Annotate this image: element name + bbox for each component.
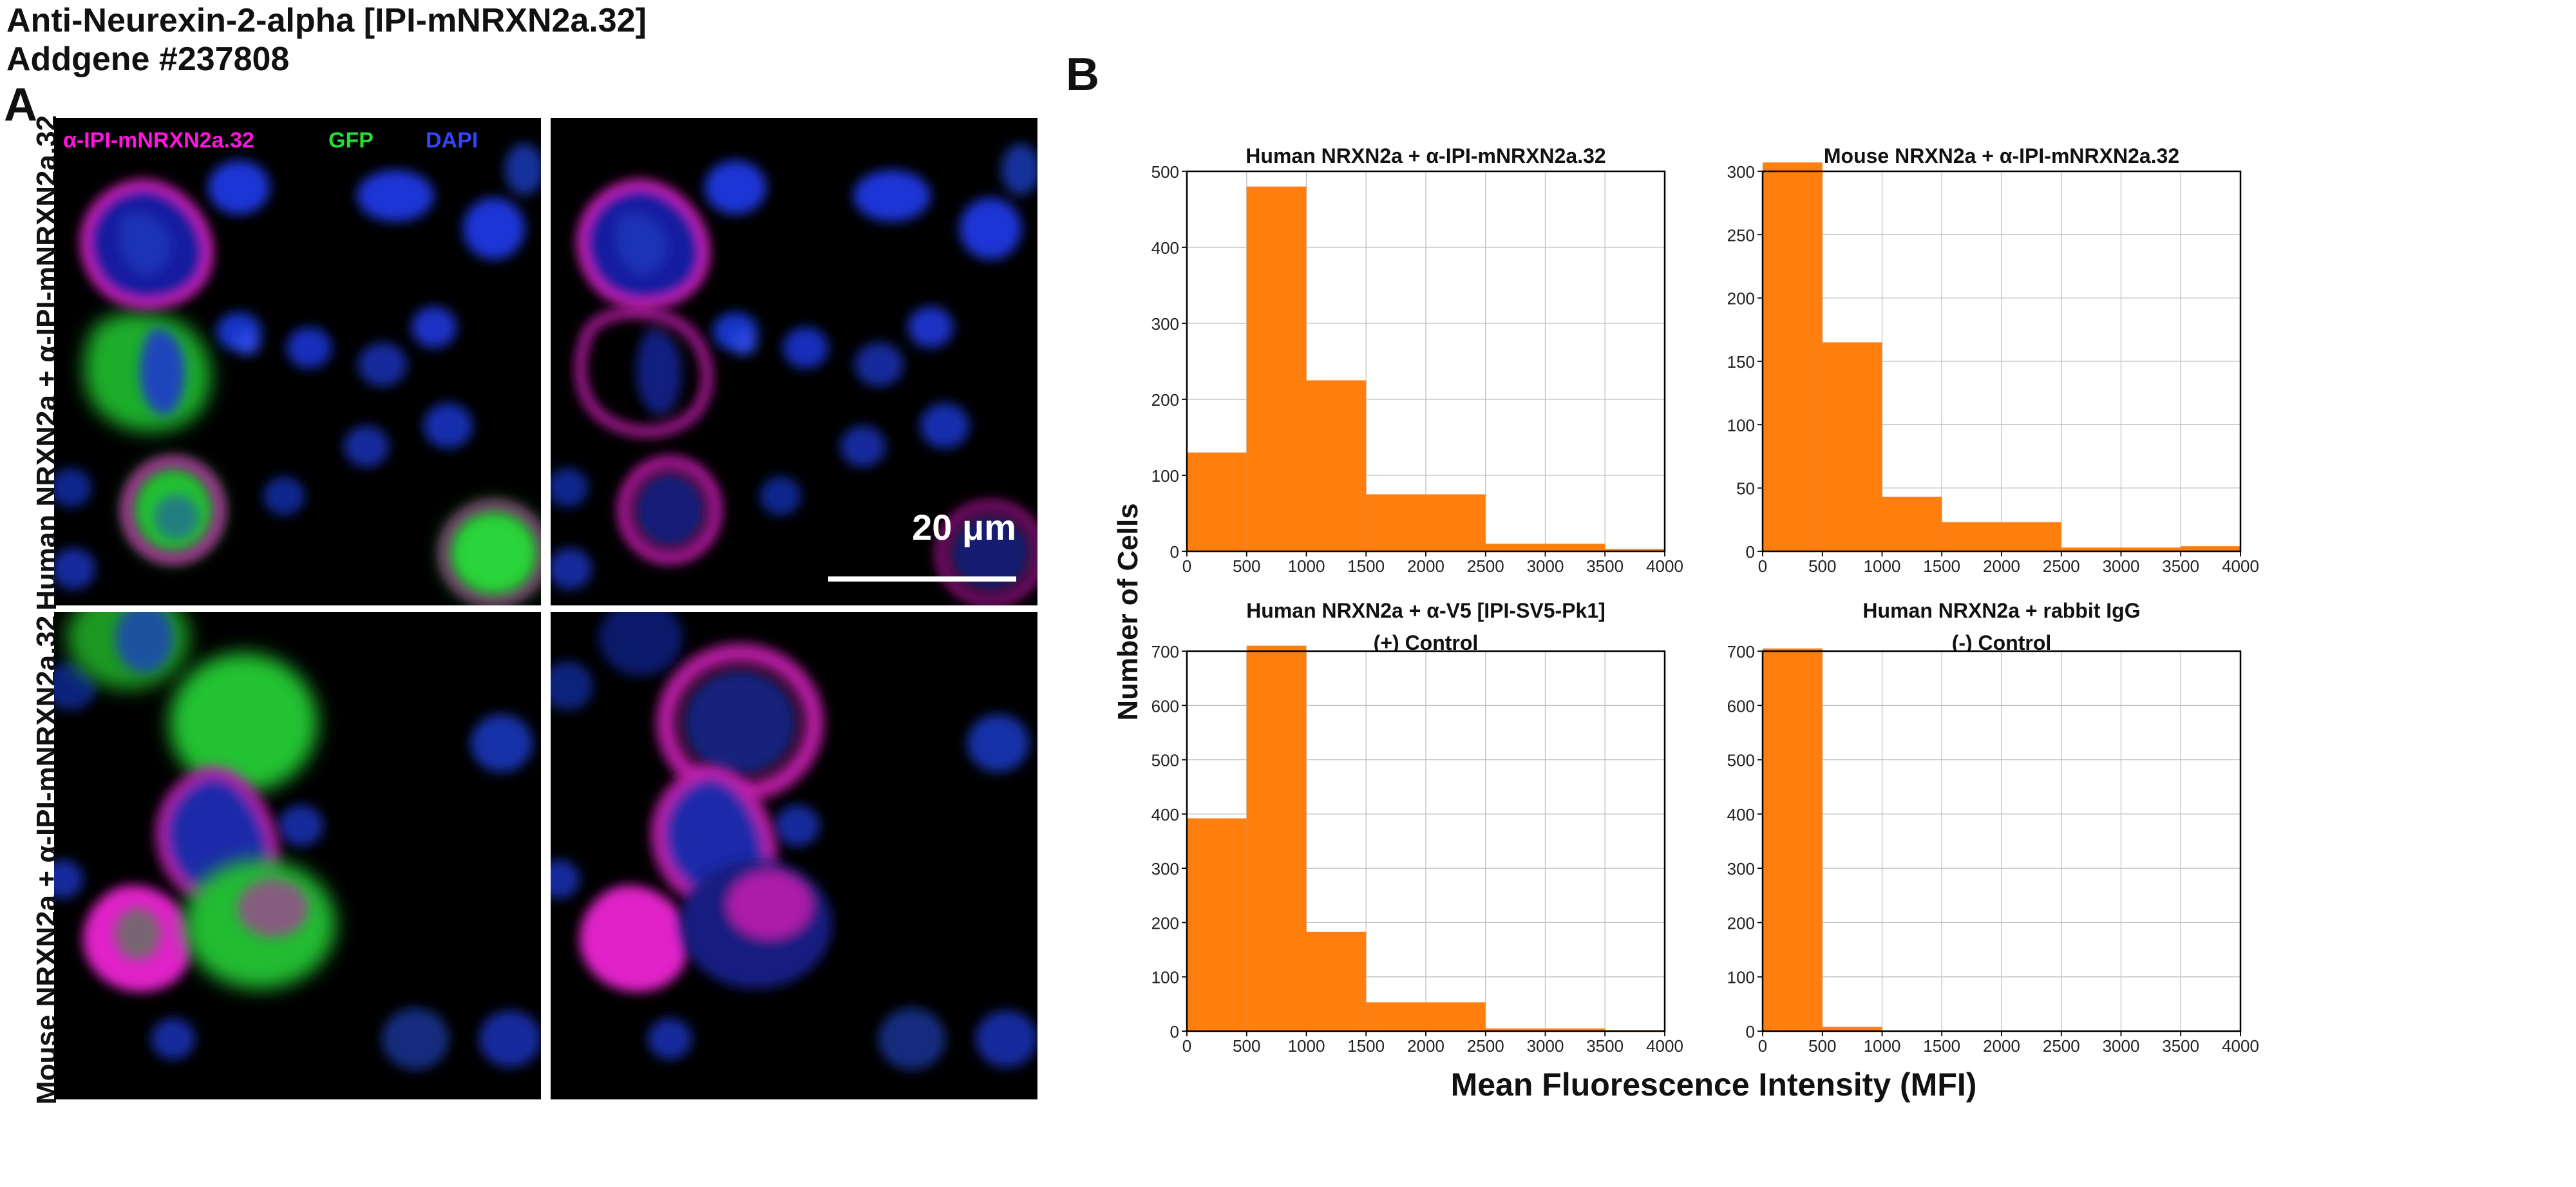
svg-text:0: 0 [1170,542,1179,562]
svg-text:700: 700 [1151,642,1179,661]
svg-text:200: 200 [1727,913,1755,933]
svg-text:500: 500 [1233,556,1260,576]
svg-text:0: 0 [1182,556,1191,576]
svg-text:100: 100 [1151,466,1179,486]
svg-text:300: 300 [1727,162,1755,182]
svg-text:3000: 3000 [1527,556,1564,576]
svg-text:2500: 2500 [1467,556,1504,576]
svg-text:1500: 1500 [1347,556,1385,576]
svg-text:2000: 2000 [1407,1036,1444,1056]
svg-text:Human NRXN2a + rabbit IgG: Human NRXN2a + rabbit IgG [1862,599,2140,622]
svg-text:200: 200 [1151,390,1179,410]
svg-text:1000: 1000 [1288,1036,1325,1056]
svg-text:0: 0 [1170,1022,1179,1041]
svg-text:1500: 1500 [1923,556,1960,576]
svg-text:1500: 1500 [1923,1036,1960,1056]
svg-text:500: 500 [1808,1036,1836,1056]
svg-text:100: 100 [1727,415,1755,435]
svg-text:150: 150 [1727,352,1755,372]
svg-text:0: 0 [1758,556,1767,576]
svg-text:600: 600 [1151,696,1179,716]
svg-text:2000: 2000 [1407,556,1444,576]
svg-text:2500: 2500 [2043,1036,2080,1056]
svg-text:Human NRXN2a + α-IPI-mNRXN2a.3: Human NRXN2a + α-IPI-mNRXN2a.32 [1245,144,1605,167]
svg-text:700: 700 [1727,642,1755,661]
svg-text:250: 250 [1727,225,1755,245]
svg-text:0: 0 [1758,1036,1767,1056]
svg-text:Mouse NRXN2a + α-IPI-mNRXN2a.3: Mouse NRXN2a + α-IPI-mNRXN2a.32 [1824,144,2179,167]
svg-text:3500: 3500 [2162,556,2199,576]
svg-text:1000: 1000 [1288,556,1325,576]
svg-text:1500: 1500 [1347,1036,1385,1056]
svg-text:500: 500 [1808,556,1836,576]
svg-text:500: 500 [1233,1036,1260,1056]
svg-text:0: 0 [1746,1022,1755,1041]
svg-text:3000: 3000 [2103,1036,2140,1056]
svg-text:400: 400 [1727,805,1755,824]
svg-text:400: 400 [1151,238,1179,258]
svg-text:2000: 2000 [1983,556,2020,576]
svg-text:500: 500 [1727,751,1755,770]
svg-text:200: 200 [1727,289,1755,309]
svg-text:0: 0 [1746,542,1755,562]
svg-text:300: 300 [1151,859,1179,878]
svg-text:200: 200 [1151,913,1179,933]
svg-text:2500: 2500 [1467,1036,1504,1056]
svg-text:300: 300 [1151,314,1179,334]
svg-text:4000: 4000 [1646,556,1683,576]
svg-text:600: 600 [1727,696,1755,716]
svg-text:4000: 4000 [2222,1036,2259,1056]
svg-text:2500: 2500 [2043,556,2080,576]
svg-text:2000: 2000 [1983,1036,2020,1056]
svg-text:100: 100 [1727,968,1755,987]
svg-text:1000: 1000 [1864,1036,1901,1056]
svg-text:3500: 3500 [1586,556,1624,576]
svg-text:3500: 3500 [2162,1036,2199,1056]
svg-text:3000: 3000 [2103,556,2140,576]
svg-text:400: 400 [1151,805,1179,824]
svg-text:1000: 1000 [1864,556,1901,576]
svg-text:0: 0 [1182,1036,1191,1056]
svg-text:300: 300 [1727,859,1755,878]
svg-text:3500: 3500 [1586,1036,1624,1056]
svg-text:500: 500 [1151,751,1179,770]
svg-text:4000: 4000 [2222,556,2259,576]
svg-text:3000: 3000 [1527,1036,1564,1056]
svg-text:Human NRXN2a + α-V5 [IPI-SV5-P: Human NRXN2a + α-V5 [IPI-SV5-Pk1] [1246,599,1605,622]
svg-text:4000: 4000 [1646,1036,1683,1056]
svg-text:50: 50 [1736,479,1755,499]
svg-text:500: 500 [1151,162,1179,182]
svg-text:100: 100 [1151,968,1179,987]
